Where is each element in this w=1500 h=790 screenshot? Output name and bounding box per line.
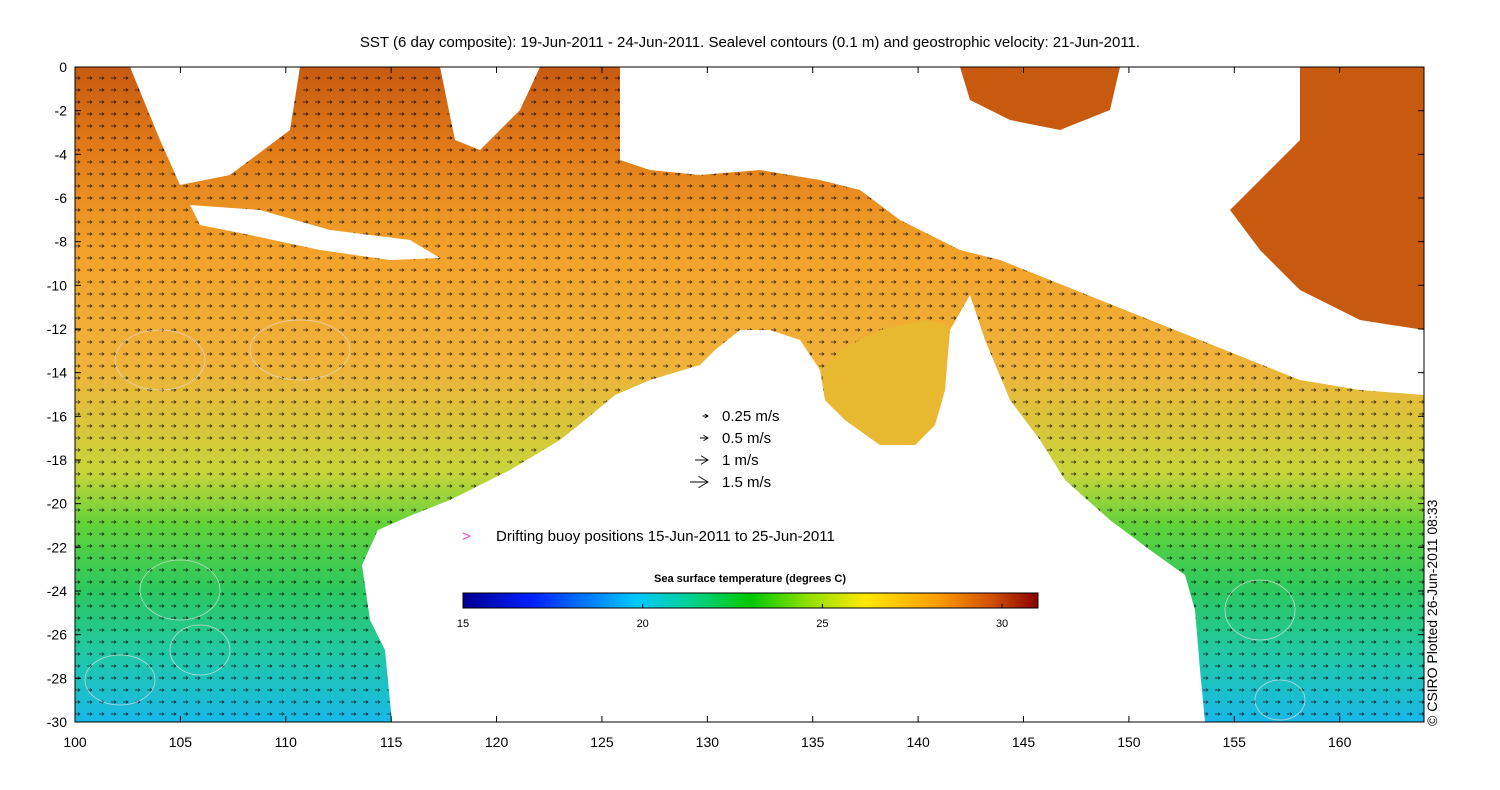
x-tick-label: 115: [380, 734, 403, 750]
cloud-cover-north: [620, 67, 1424, 395]
x-tick-label: 120: [485, 734, 509, 750]
velocity-arrow-sample: [695, 455, 709, 465]
velocity-arrow-sample: [702, 413, 709, 419]
y-tick-label: -28: [47, 670, 67, 686]
y-tick-label: -4: [55, 146, 68, 162]
velocity-arrow-sample: [700, 434, 709, 442]
gulf-of-carpentaria: [822, 320, 948, 445]
colorbar-ticks: 15 20 25 30: [457, 604, 1008, 630]
y-tick-label: -10: [47, 277, 67, 293]
java-island: [190, 205, 440, 260]
buoy-symbol: >: [462, 528, 471, 545]
y-tick-label: 0: [59, 59, 67, 75]
buoy-legend-label: Drifting buoy positions 15-Jun-2011 to 2…: [496, 528, 835, 545]
x-tick-label: 140: [906, 734, 930, 750]
y-tick-label: -16: [47, 408, 67, 424]
sst-field: [75, 67, 1424, 722]
sealevel-contours: [84, 319, 1306, 721]
y-tick-label: -22: [47, 539, 67, 555]
borneo-landmass: [130, 67, 300, 185]
velocity-legend-label: 1 m/s: [722, 452, 759, 469]
colorbar-tick-label: 15: [457, 618, 469, 630]
colorbar-tick-label: 30: [996, 618, 1008, 630]
y-tick-label: -20: [47, 496, 67, 512]
velocity-legend: 0.25 m/s 0.5 m/s 1 m/s 1.5 m/s: [690, 408, 780, 491]
x-tick-label: 155: [1223, 734, 1247, 750]
sulawesi-island: [440, 67, 540, 150]
y-tick-label: -6: [55, 190, 68, 206]
australia-landmass: [362, 295, 1205, 722]
x-tick-label: 150: [1117, 734, 1141, 750]
y-tick-label: -14: [47, 365, 67, 381]
x-tick-label: 145: [1012, 734, 1036, 750]
y-tick-label: -24: [47, 583, 67, 599]
credit-text: © CSIRO Plotted 26-Jun-2011 08:33: [1424, 499, 1440, 726]
y-tick-label: -8: [55, 234, 68, 250]
x-axis: 100 105 110 115 120 125 130 135 140 145 150 155 160: [63, 67, 1352, 750]
y-axis: 0 -2 -4 -6 -8 -10 -12 -14 -16 -18 -20 -22 -24 -26 -28 -…: [47, 59, 1424, 730]
velocity-legend-label: 1.5 m/s: [722, 474, 771, 491]
x-tick-label: 135: [801, 734, 825, 750]
x-tick-label: 130: [696, 734, 720, 750]
new-guinea-sst: [960, 67, 1120, 130]
y-tick-label: -30: [47, 714, 67, 730]
map-title: SST (6 day composite): 19-Jun-2011 - 24-…: [359, 34, 1141, 51]
colorbar-label: Sea surface temperature (degrees C): [654, 573, 846, 585]
velocity-arrow-sample: [690, 475, 709, 489]
solomon-sea-sst: [1230, 67, 1424, 330]
colorbar: [462, 592, 1039, 609]
x-tick-label: 100: [63, 734, 87, 750]
colorbar-tick-label: 25: [816, 618, 828, 630]
plot-frame: [74, 66, 1425, 723]
velocity-legend-label: 0.25 m/s: [722, 408, 780, 425]
x-tick-label: 105: [169, 734, 193, 750]
y-tick-label: -2: [55, 103, 68, 119]
x-tick-label: 160: [1328, 734, 1352, 750]
colorbar-tick-label: 20: [637, 618, 649, 630]
x-tick-label: 110: [275, 734, 298, 750]
velocity-legend-label: 0.5 m/s: [722, 430, 771, 447]
y-tick-label: -18: [47, 452, 67, 468]
y-tick-label: -26: [47, 627, 67, 643]
y-tick-label: -12: [47, 321, 67, 337]
x-tick-label: 125: [590, 734, 614, 750]
